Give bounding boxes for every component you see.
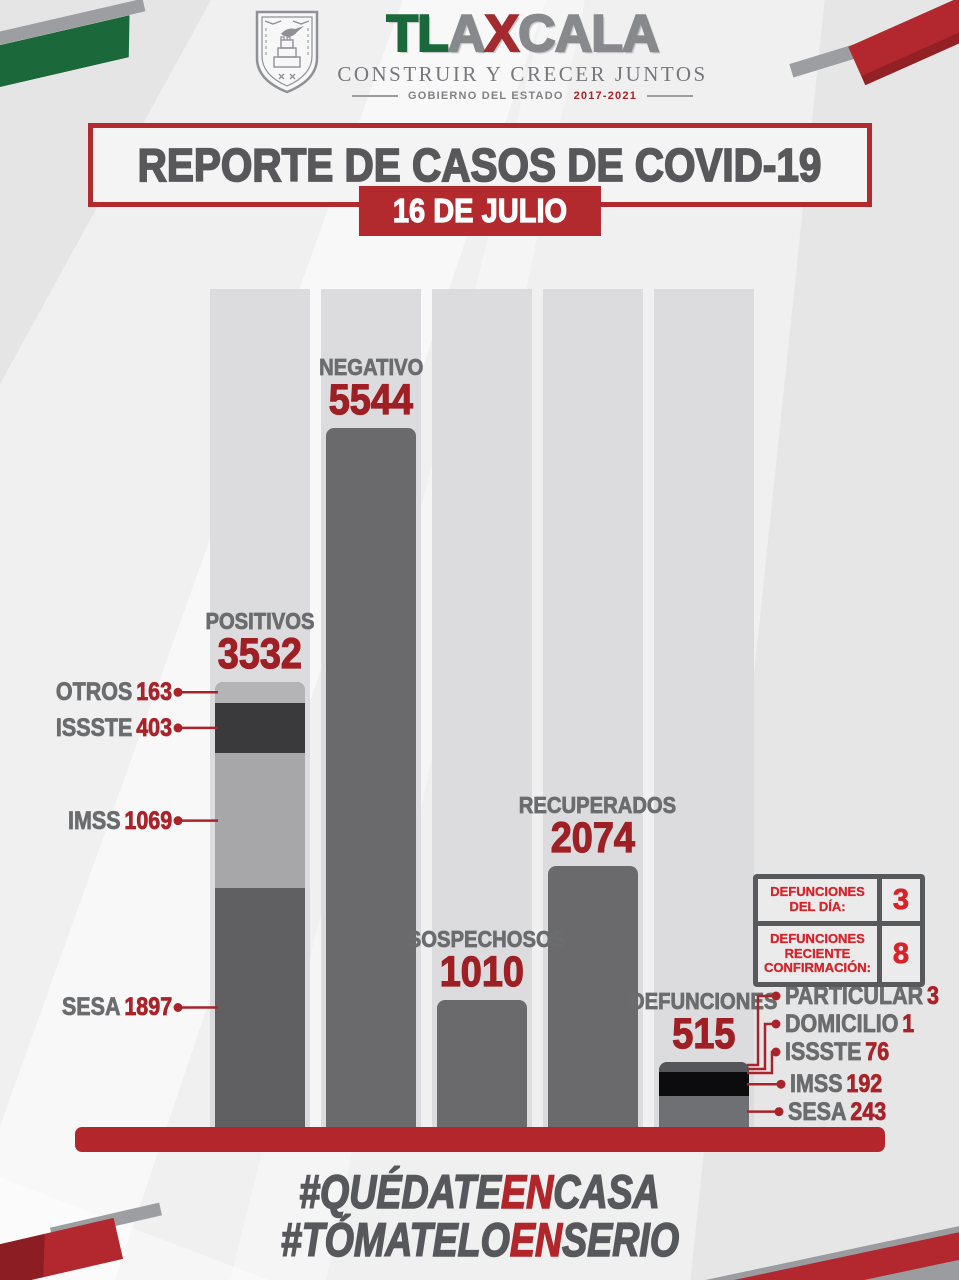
callout-label: IMSS	[67, 806, 121, 835]
callout-value: 1897	[124, 993, 173, 1022]
brand-wordmark: TLAXCALA	[385, 5, 660, 63]
bar-negativo	[326, 428, 416, 1127]
callout-domicilio: DOMICILIO 1	[785, 1008, 935, 1044]
segment-otros	[215, 682, 305, 703]
category-value: 515	[672, 1010, 736, 1058]
deaths-row-recent: DEFUNCIONES RECIENTE CONFIRMACIÓN: 8	[758, 926, 920, 982]
deaths-recent-label: DEFUNCIONES RECIENTE CONFIRMACIÓN:	[764, 930, 871, 976]
segment-issste	[215, 702, 305, 754]
callout-value: 163	[136, 678, 173, 707]
report-date: 16 DE JULIO	[392, 191, 567, 229]
category-value: 1010	[439, 948, 525, 996]
divider-line	[351, 95, 398, 97]
tlaxcala-coat-of-arms-icon	[256, 10, 319, 94]
hashtag-part: EN	[509, 1213, 563, 1266]
callout-label: OTROS	[55, 678, 133, 707]
callout-imss-def: IMSS 192	[790, 1068, 897, 1104]
bar-label-positivos: POSITIVOS 3532	[175, 608, 345, 678]
hashtag-quedate-en-casa: #QUÉDATEENCASA	[0, 1165, 959, 1218]
hashtag-tomatelo-en-serio: #TÓMATELOENSERIO	[0, 1213, 959, 1266]
hashtag-part: SERIO	[561, 1213, 679, 1266]
bar-positivos	[215, 682, 305, 1127]
divider-line	[647, 95, 694, 97]
state-slogan: CONSTRUIR Y CRECER JUNTOS	[337, 62, 708, 86]
callout-sesa-def: SESA 243	[788, 1096, 902, 1132]
callout-issste: ISSSTE 403	[28, 712, 172, 748]
state-logo-header: TLAXCALA CONSTRUIR Y CRECER JUNTOS GOBIE…	[0, 5, 959, 102]
report-date-box: 16 DE JULIO	[358, 186, 601, 236]
bar-label-recuperados: RECUPERADOS 2074	[508, 792, 678, 862]
brand-part: A	[447, 5, 487, 63]
callout-imss: IMSS 1069	[28, 805, 172, 841]
deaths-recent-value: 8	[892, 937, 910, 970]
report-title: REPORTE DE CASOS DE COVID-19	[137, 138, 822, 192]
hashtag-part: EN	[500, 1165, 554, 1218]
hashtag-part: #QUÉDATE	[298, 1165, 502, 1218]
callout-label: SESA	[61, 993, 121, 1022]
government-years: 2017-2021	[573, 90, 638, 102]
deaths-summary-box: DEFUNCIONES DEL DÍA: 3 DEFUNCIONES RECIE…	[753, 874, 925, 987]
callout-label: SESA	[788, 1097, 847, 1126]
segment-defunciones-cap	[659, 1062, 749, 1073]
hashtag-part: #TÓMATELO	[280, 1213, 510, 1266]
government-label: GOBIERNO DEL ESTADO	[407, 90, 564, 102]
bar-track-defunciones	[654, 289, 754, 1127]
callout-issste-def: ISSSTE 76	[785, 1036, 906, 1072]
government-line: GOBIERNO DEL ESTADO 2017-2021	[351, 90, 694, 102]
segment-defunciones-imss	[659, 1072, 749, 1097]
brand-part: CALA	[517, 5, 660, 63]
deaths-today-value: 3	[892, 883, 910, 916]
bar-recuperados	[548, 866, 638, 1127]
brand-part: TL	[385, 5, 450, 63]
segment-defunciones-sesa	[659, 1096, 749, 1127]
deaths-today-label: DEFUNCIONES DEL DÍA:	[770, 884, 865, 914]
deaths-row-today: DEFUNCIONES DEL DÍA: 3	[758, 879, 920, 921]
hashtag-part: CASA	[553, 1165, 661, 1218]
bar-defunciones	[659, 1062, 749, 1127]
chart-baseline	[75, 1127, 885, 1152]
bar-label-defunciones: DEFUNCIONES 515	[619, 988, 789, 1058]
segment-sesa	[215, 887, 305, 1127]
callout-sesa: SESA 1897	[28, 991, 172, 1027]
callout-value: 1069	[124, 806, 173, 835]
callout-value: 403	[136, 713, 173, 743]
bar-label-negativo: NEGATIVO 5544	[286, 354, 456, 424]
category-value: 5544	[328, 376, 414, 424]
callout-value: 76	[865, 1038, 890, 1067]
callout-label: IMSS	[790, 1070, 843, 1099]
bar-sospechosos	[437, 1000, 527, 1127]
callout-label: ISSSTE	[55, 713, 133, 743]
callout-label: DOMICILIO	[785, 1010, 899, 1039]
callout-value: 192	[846, 1070, 883, 1099]
segment-imss	[215, 753, 305, 888]
callout-value: 243	[850, 1097, 887, 1126]
callout-value: 3	[926, 982, 940, 1011]
bar-label-sospechosos: SOSPECHOSOS 1010	[397, 926, 567, 996]
category-value: 2074	[550, 814, 636, 862]
callout-label: ISSSTE	[785, 1038, 862, 1067]
brand-part: X	[483, 5, 520, 63]
callout-value: 1	[902, 1010, 915, 1039]
category-value: 3532	[217, 630, 303, 678]
callout-otros: OTROS 163	[28, 676, 172, 712]
